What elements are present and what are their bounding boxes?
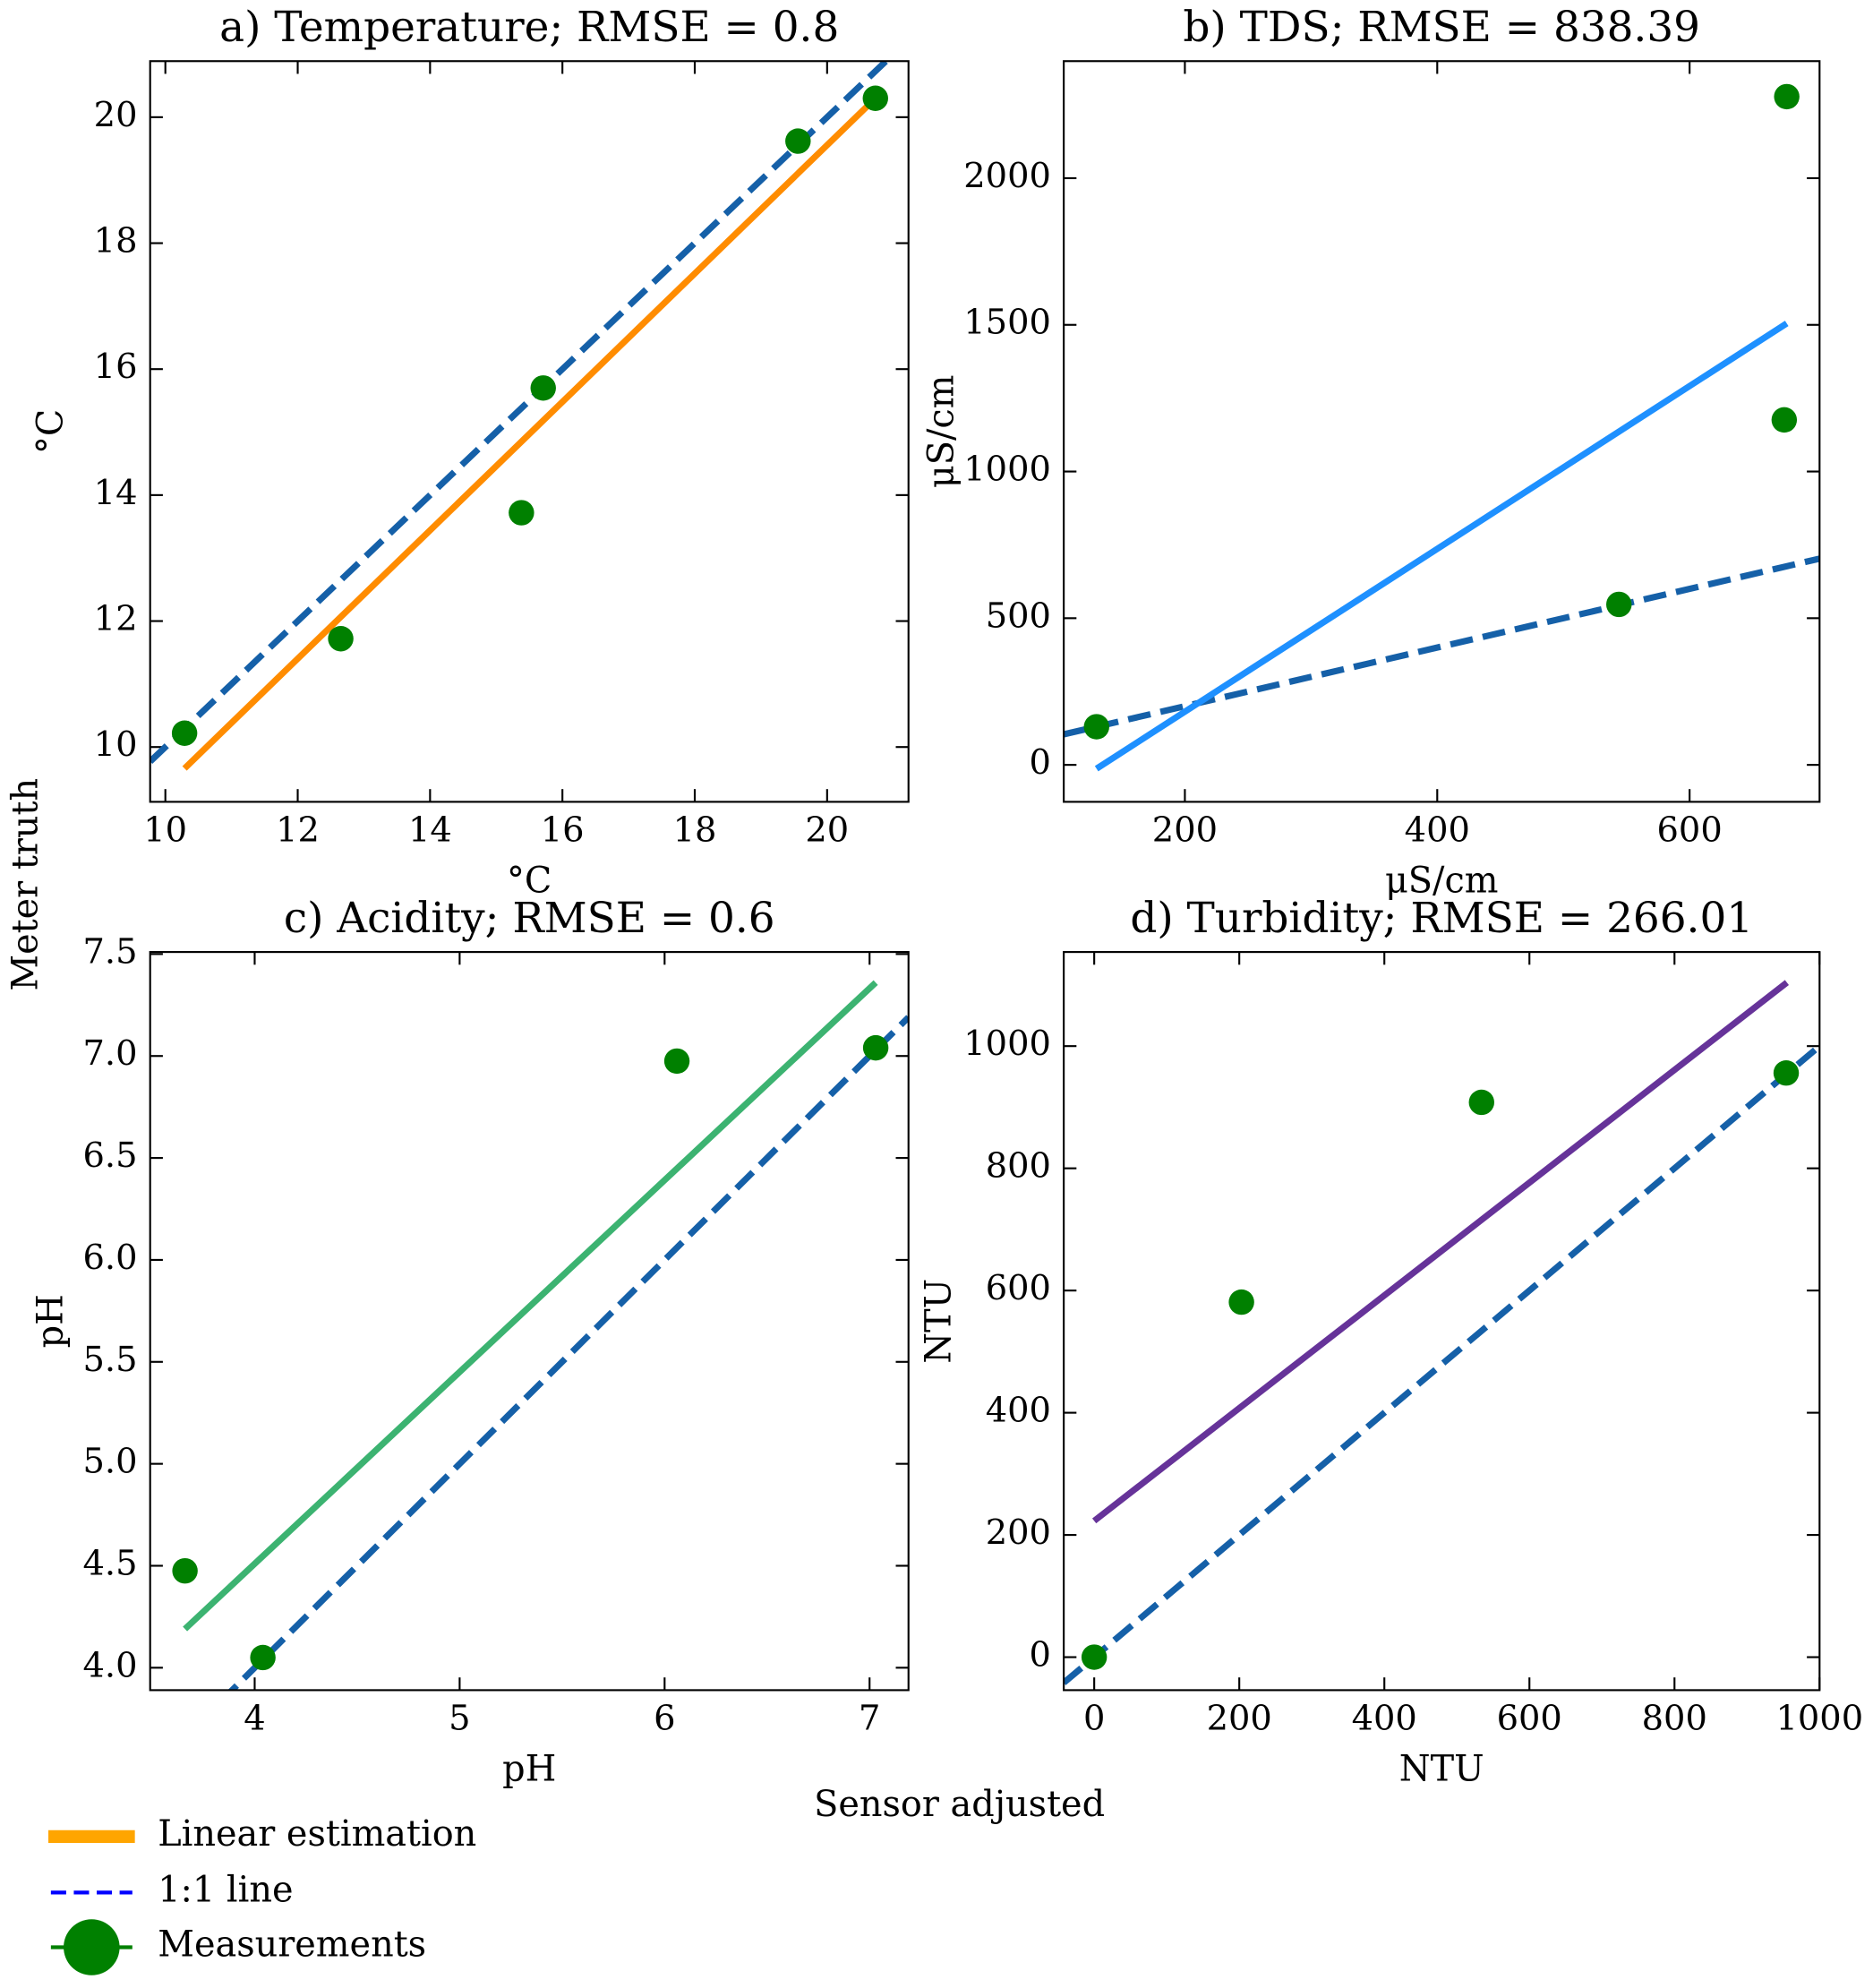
y-tick-label: 16: [94, 347, 138, 387]
measurement-point: [1773, 1059, 1800, 1086]
y-tick-label: 800: [986, 1146, 1051, 1187]
panel-title: a) Temperature; RMSE = 0.8: [219, 3, 839, 52]
measurement-point: [1083, 714, 1109, 740]
x-tick-label: 400: [1352, 1699, 1417, 1739]
measurement-point: [1468, 1089, 1494, 1116]
identity-line: [1064, 555, 1820, 738]
measurement-point: [250, 1644, 276, 1671]
y-axis-label: pH: [30, 1294, 72, 1348]
y-tick-label: 400: [986, 1391, 1051, 1431]
measurement-point: [530, 375, 556, 401]
measurement-point: [1228, 1289, 1254, 1315]
measurement-point: [1081, 1644, 1108, 1670]
y-tick-label: 600: [986, 1268, 1051, 1308]
x-axis-label: pH: [502, 1748, 556, 1789]
legend-label: 1:1 line: [158, 1869, 293, 1910]
x-tick-label: 1000: [1775, 1699, 1863, 1739]
x-tick-label: 10: [143, 810, 187, 851]
y-tick-label: 14: [94, 473, 138, 513]
x-tick-label: 200: [1207, 1699, 1272, 1739]
figure-x-label: Sensor adjusted: [814, 1784, 1105, 1825]
identity-line: [227, 1015, 909, 1691]
y-tick-label: 5.0: [82, 1442, 137, 1482]
fit-line: [1094, 321, 1789, 772]
measurement-point: [1771, 407, 1798, 433]
x-tick-label: 4: [244, 1699, 265, 1739]
y-tick-label: 6.0: [82, 1238, 137, 1278]
panel-title: d) Turbidity; RMSE = 266.01: [1130, 894, 1753, 943]
x-tick-label: 0: [1083, 1699, 1105, 1739]
x-tick-label: 5: [449, 1699, 470, 1739]
x-tick-label: 400: [1405, 810, 1470, 851]
y-tick-label: 7.0: [82, 1033, 137, 1074]
x-tick-label: 6: [654, 1699, 675, 1739]
x-tick-label: 18: [673, 810, 717, 851]
y-tick-label: 12: [94, 599, 138, 639]
y-tick-label: 10: [94, 724, 138, 765]
y-tick-label: 500: [986, 596, 1051, 636]
panel-title: b) TDS; RMSE = 838.39: [1183, 3, 1700, 52]
x-tick-label: 14: [408, 810, 452, 851]
measurement-point: [172, 1557, 198, 1584]
axes-frame: [1063, 951, 1821, 1692]
x-tick-label: 200: [1152, 810, 1218, 851]
y-tick-label: 200: [986, 1512, 1051, 1553]
axes-frame: [1063, 60, 1821, 803]
x-tick-label: 20: [805, 810, 849, 851]
y-tick-label: 1000: [963, 450, 1051, 490]
y-axis-label: μS/cm: [921, 375, 962, 489]
x-tick-label: 800: [1642, 1699, 1707, 1739]
measurement-point: [785, 128, 811, 154]
fit-line: [183, 980, 878, 1632]
legend-label: Linear estimation: [158, 1813, 476, 1855]
x-tick-label: 7: [859, 1699, 880, 1739]
plot-area: [1064, 980, 1820, 1685]
y-tick-label: 5.5: [82, 1340, 137, 1380]
measurement-point: [509, 500, 535, 526]
measurement-point: [862, 85, 888, 111]
y-tick-label: 1000: [963, 1024, 1051, 1064]
y-tick-label: 0: [1030, 742, 1051, 783]
y-axis-label: NTU: [919, 1279, 960, 1364]
y-tick-label: 1500: [963, 303, 1051, 343]
x-tick-label: 600: [1497, 1699, 1562, 1739]
y-tick-label: 20: [94, 95, 138, 135]
plot-area: [183, 980, 909, 1691]
axes-frame: [149, 951, 910, 1692]
y-tick-label: 7.5: [82, 931, 137, 972]
measurement-point: [1606, 591, 1632, 618]
y-tick-label: 4.0: [82, 1645, 137, 1685]
identity-line: [150, 61, 891, 764]
measurement-point: [328, 626, 354, 652]
measurement-point: [663, 1048, 690, 1075]
x-tick-label: 600: [1657, 810, 1723, 851]
panel-title: c) Acidity; RMSE = 0.6: [284, 894, 775, 943]
axes-frame: [149, 60, 910, 803]
y-axis-label: °C: [30, 409, 72, 454]
measurement-point: [1774, 83, 1800, 110]
legend-label: Measurements: [158, 1924, 426, 1965]
y-tick-label: 0: [1030, 1635, 1051, 1675]
measurement-point: [862, 1034, 889, 1061]
y-tick-label: 2000: [963, 156, 1051, 196]
figure-y-label: Meter truth: [4, 778, 46, 991]
fit-line: [1091, 980, 1790, 1524]
y-tick-label: 6.5: [82, 1135, 137, 1176]
x-tick-label: 12: [276, 810, 320, 851]
y-tick-label: 4.5: [82, 1543, 137, 1583]
x-tick-label: 16: [541, 810, 585, 851]
plot-area: [150, 61, 891, 771]
y-tick-label: 18: [94, 221, 138, 261]
plot-area: [1064, 321, 1820, 772]
measurement-point: [171, 720, 198, 746]
x-axis-label: NTU: [1399, 1748, 1484, 1789]
x-axis-label: μS/cm: [1385, 860, 1499, 901]
legend-swatch: [64, 1919, 120, 1975]
identity-line: [1064, 1043, 1820, 1685]
x-axis-label: °C: [507, 860, 552, 901]
fit-line: [182, 96, 878, 771]
